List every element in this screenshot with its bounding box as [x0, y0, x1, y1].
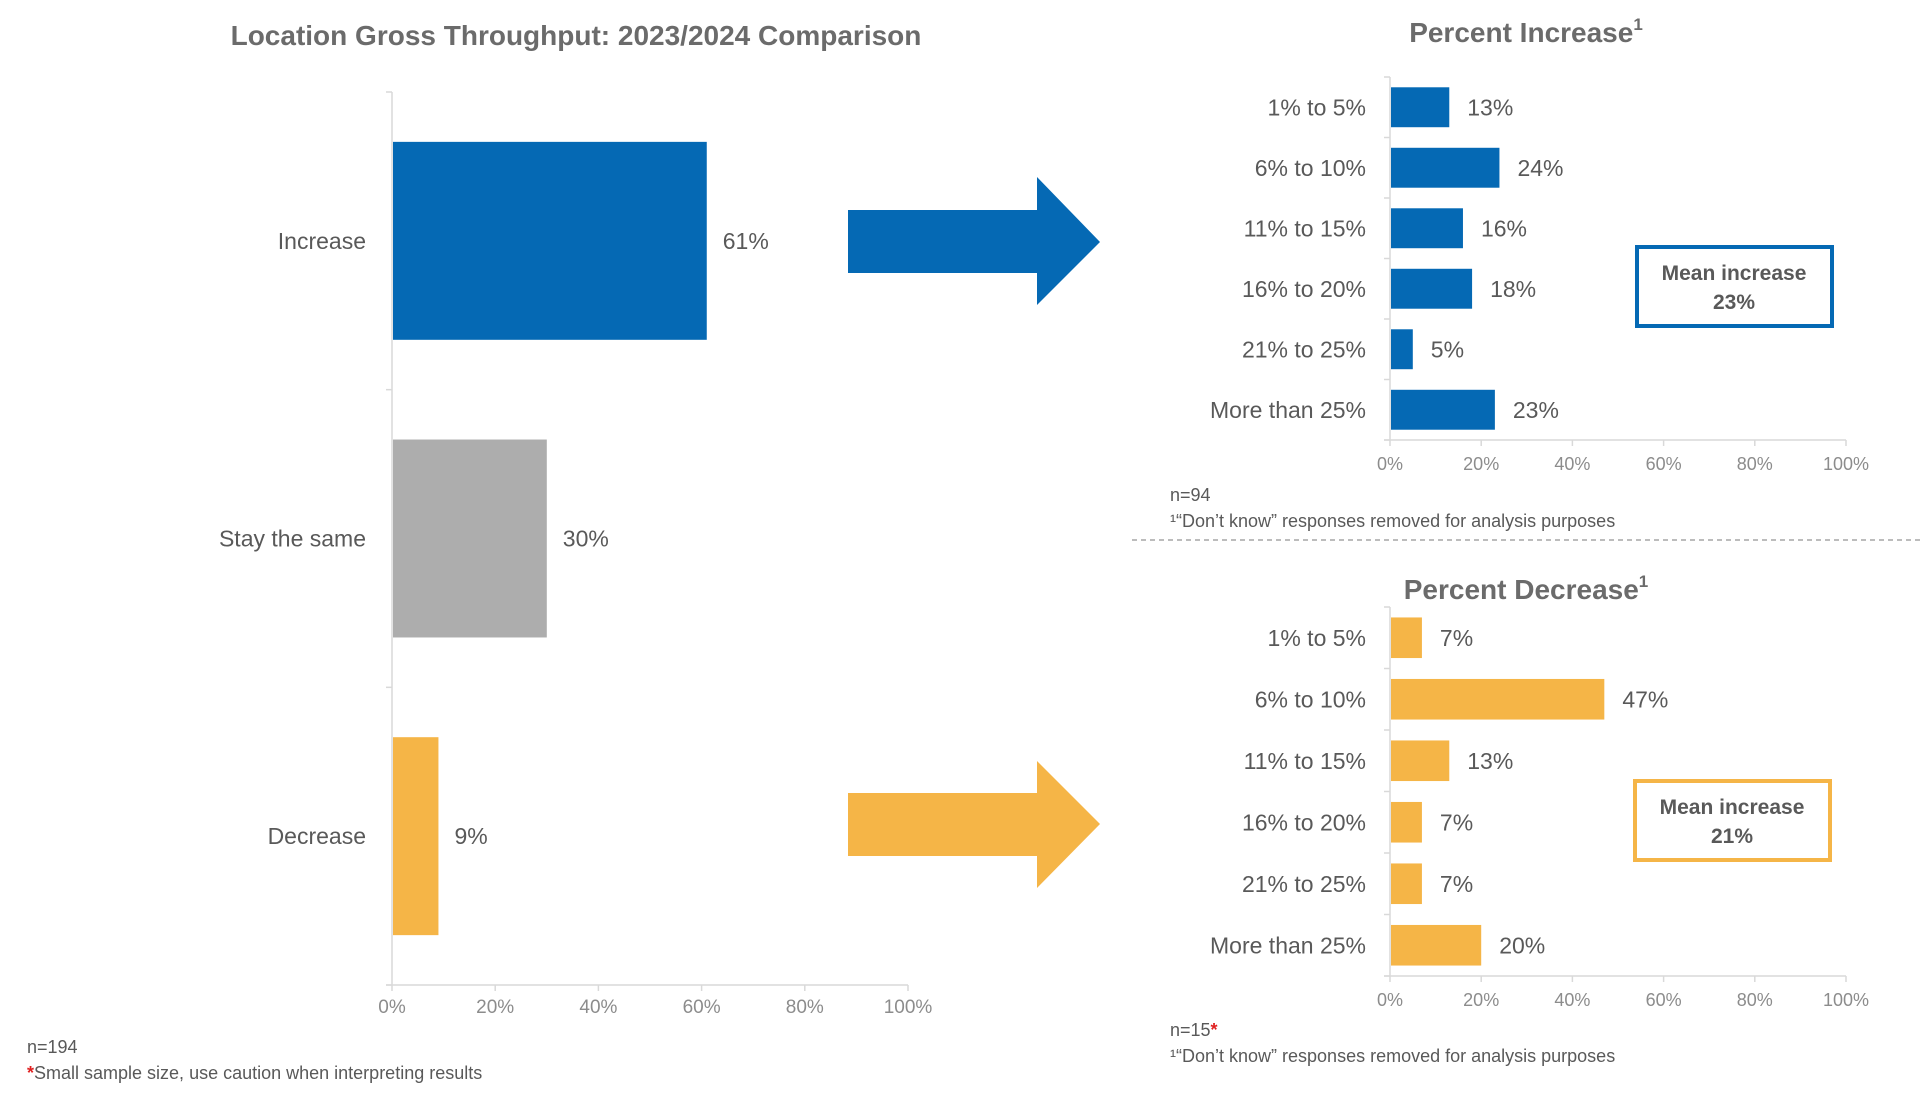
data-label: 30%: [563, 526, 609, 552]
bar-11-to-15-: [1391, 740, 1450, 782]
bar-more-than-25-: [1391, 389, 1495, 430]
data-label: 5%: [1431, 336, 1464, 362]
category-label: Stay the same: [219, 526, 366, 552]
x-tick-label: 20%: [476, 997, 514, 1018]
bar-increase: [393, 141, 707, 340]
x-tick-label: 40%: [1554, 990, 1590, 1010]
title-superscript: 1: [1639, 572, 1648, 591]
mean-box-label: Mean increase: [1662, 262, 1807, 285]
category-label: 16% to 20%: [1242, 276, 1366, 302]
data-label: 20%: [1499, 932, 1545, 958]
bar-1-to-5-: [1391, 87, 1450, 128]
x-tick-label: 20%: [1463, 454, 1499, 474]
x-tick-label: 60%: [1646, 990, 1682, 1010]
caution-text: Small sample size, use caution when inte…: [34, 1063, 482, 1083]
bar-21-to-25-: [1391, 863, 1422, 905]
decrease-chart-title: Percent Decrease1: [1404, 572, 1649, 605]
data-label: 7%: [1440, 871, 1473, 897]
right-arrow-blue-icon: [848, 177, 1100, 305]
bar-21-to-25-: [1391, 329, 1413, 370]
main-chart-title: Location Gross Throughput: 2023/2024 Com…: [231, 20, 922, 51]
bar-11-to-15-: [1391, 208, 1463, 249]
x-tick-label: 40%: [1554, 454, 1590, 474]
data-label: 18%: [1490, 276, 1536, 302]
x-tick-label: 60%: [1646, 454, 1682, 474]
category-label: More than 25%: [1210, 932, 1366, 958]
category-label: Decrease: [268, 823, 366, 849]
data-label: 61%: [723, 228, 769, 254]
data-label: 16%: [1481, 215, 1527, 241]
bar-more-than-25-: [1391, 924, 1482, 966]
x-tick-label: 0%: [1377, 990, 1403, 1010]
caution-asterisk: *: [1211, 1020, 1218, 1040]
data-label: 13%: [1467, 94, 1513, 120]
mean-box-label: Mean increase: [1660, 796, 1805, 819]
data-label: 7%: [1440, 809, 1473, 835]
category-label: 11% to 15%: [1244, 215, 1366, 241]
mean-box-value: 21%: [1711, 825, 1753, 848]
category-label: 1% to 5%: [1268, 94, 1366, 120]
bar-16-to-20-: [1391, 268, 1473, 309]
category-label: 21% to 25%: [1242, 871, 1366, 897]
increase-sample-size-note: n=94: [1170, 485, 1211, 505]
x-tick-label: 0%: [378, 997, 406, 1018]
x-tick-label: 20%: [1463, 990, 1499, 1010]
x-tick-label: 60%: [683, 997, 721, 1018]
mean-increase-box: [1635, 245, 1834, 328]
data-label: 24%: [1517, 155, 1563, 181]
category-label: 21% to 25%: [1242, 336, 1366, 362]
increase-footnote: ¹“Don’t know” responses removed for anal…: [1170, 511, 1615, 531]
bar-6-to-10-: [1391, 147, 1500, 188]
x-tick-label: 100%: [1823, 990, 1869, 1010]
category-label: 16% to 20%: [1242, 809, 1366, 835]
right-arrow-gold-icon: [848, 761, 1100, 888]
mean-box-value: 23%: [1713, 291, 1755, 314]
data-label: 47%: [1622, 686, 1668, 712]
category-label: 6% to 10%: [1255, 155, 1366, 181]
x-tick-label: 100%: [884, 997, 933, 1018]
category-label: 1% to 5%: [1268, 625, 1366, 651]
x-tick-label: 100%: [1823, 454, 1869, 474]
x-tick-label: 80%: [1737, 454, 1773, 474]
data-label: 23%: [1513, 397, 1559, 423]
bar-decrease: [393, 737, 439, 936]
caution-note: *Small sample size, use caution when int…: [27, 1063, 482, 1083]
caution-asterisk: *: [27, 1063, 34, 1083]
x-tick-label: 80%: [1737, 990, 1773, 1010]
category-label: More than 25%: [1210, 397, 1366, 423]
sample-size-text: n=15: [1170, 1020, 1211, 1040]
mean-decrease-box: [1633, 779, 1832, 862]
data-label: 7%: [1440, 625, 1473, 651]
increase-chart-title: Percent Increase1: [1409, 15, 1643, 48]
title-superscript: 1: [1633, 15, 1642, 34]
data-label: 13%: [1467, 748, 1513, 774]
category-label: 11% to 15%: [1244, 748, 1366, 774]
bar-1-to-5-: [1391, 617, 1422, 659]
x-tick-label: 80%: [786, 997, 824, 1018]
data-label: 9%: [454, 823, 487, 849]
sample-size-note: n=194: [27, 1037, 78, 1057]
decrease-footnote: ¹“Don’t know” responses removed for anal…: [1170, 1046, 1615, 1066]
x-tick-label: 40%: [579, 997, 617, 1018]
bar-stay-the-same: [393, 439, 547, 638]
bar-6-to-10-: [1391, 678, 1605, 720]
category-label: Increase: [278, 228, 366, 254]
x-tick-label: 0%: [1377, 454, 1403, 474]
category-label: 6% to 10%: [1255, 686, 1366, 712]
decrease-sample-size-note: n=15*: [1170, 1020, 1218, 1040]
bar-16-to-20-: [1391, 801, 1422, 843]
